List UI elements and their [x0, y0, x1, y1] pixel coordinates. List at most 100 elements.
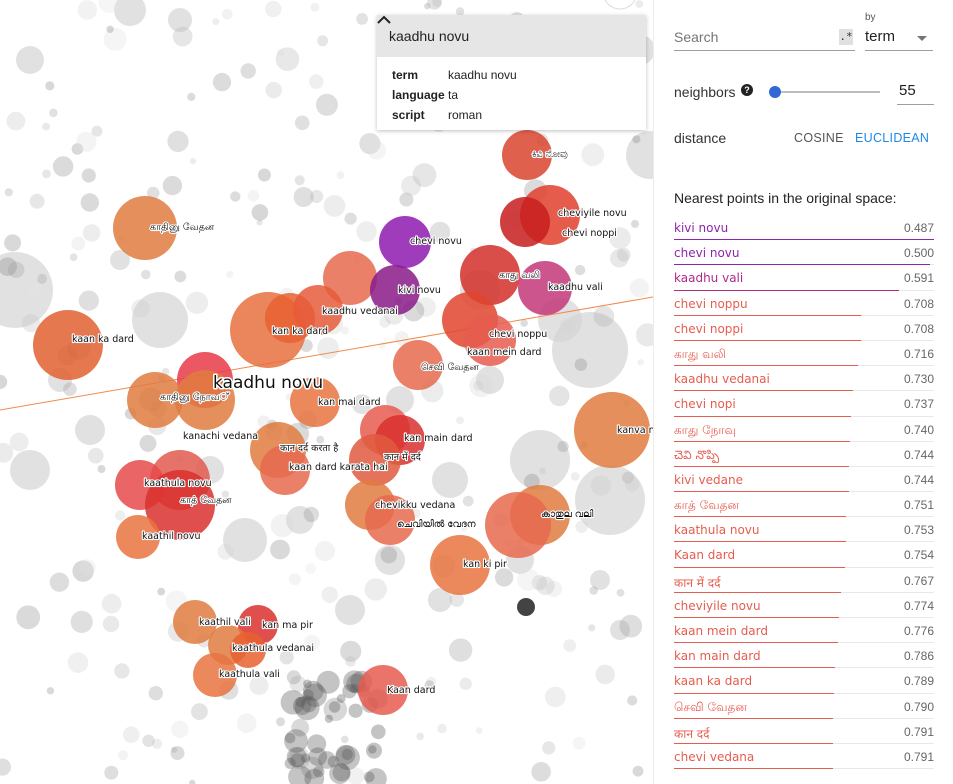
background-point[interactable]	[363, 771, 375, 783]
background-point[interactable]	[401, 175, 422, 196]
background-point[interactable]	[335, 744, 356, 765]
neighbor-row[interactable]: kaadhu vali 0.591	[674, 265, 934, 291]
background-point[interactable]	[581, 143, 605, 167]
neighbor-row[interactable]: kaan ka dard 0.789	[674, 668, 934, 694]
background-point[interactable]	[356, 13, 368, 25]
neighbor-row[interactable]: காது வலி 0.716	[674, 341, 934, 367]
background-point[interactable]	[157, 587, 166, 596]
background-point[interactable]	[115, 510, 126, 521]
neighbor-row[interactable]: chevi noppu 0.708	[674, 291, 934, 316]
background-point[interactable]	[318, 751, 336, 769]
background-point[interactable]	[416, 297, 436, 317]
background-point[interactable]	[284, 729, 308, 753]
point-info-header[interactable]: kaadhu novu	[377, 15, 646, 57]
neighbor-row[interactable]: kaathula novu 0.753	[674, 517, 934, 543]
background-point[interactable]	[456, 416, 464, 425]
background-point[interactable]	[75, 415, 105, 445]
background-point[interactable]	[247, 189, 260, 202]
background-point[interactable]	[542, 741, 556, 755]
background-point[interactable]	[559, 318, 573, 332]
background-point[interactable]	[265, 0, 282, 18]
background-point[interactable]	[171, 746, 178, 753]
background-point[interactable]	[589, 586, 598, 595]
background-point[interactable]	[81, 168, 96, 183]
neighbor-point[interactable]	[260, 445, 310, 495]
background-point[interactable]	[70, 610, 93, 634]
cosine-button[interactable]: COSINE	[794, 131, 844, 145]
background-point[interactable]	[26, 282, 41, 297]
background-point[interactable]	[16, 46, 44, 74]
background-point[interactable]	[288, 765, 312, 784]
background-point[interactable]	[517, 598, 535, 616]
background-point[interactable]	[429, 221, 451, 243]
slider-thumb[interactable]	[769, 86, 781, 98]
background-point[interactable]	[189, 779, 196, 784]
background-point[interactable]	[315, 93, 338, 116]
background-point[interactable]	[432, 462, 468, 498]
background-point[interactable]	[332, 763, 351, 782]
background-point[interactable]	[432, 0, 442, 8]
background-point[interactable]	[622, 471, 634, 484]
background-point[interactable]	[366, 742, 382, 759]
neighbor-point[interactable]	[500, 197, 550, 247]
regex-toggle-button[interactable]: .*	[839, 29, 853, 45]
background-point[interactable]	[336, 694, 346, 703]
background-point[interactable]	[327, 755, 340, 768]
background-point[interactable]	[627, 695, 638, 706]
background-point[interactable]	[42, 169, 51, 179]
background-point[interactable]	[321, 586, 338, 603]
background-point[interactable]	[359, 133, 381, 155]
background-point[interactable]	[424, 680, 435, 691]
projection-canvas[interactable]: ಕಿವಿ ನೋವು cheviyile novu chevi noppi காதினு…	[0, 0, 653, 784]
background-point[interactable]	[460, 524, 468, 532]
background-point[interactable]	[22, 314, 41, 333]
neighbor-row[interactable]: kan main dard 0.786	[674, 643, 934, 669]
background-point[interactable]	[310, 2, 320, 12]
background-point[interactable]	[324, 714, 333, 723]
background-point[interactable]	[27, 269, 40, 282]
background-point[interactable]	[276, 48, 285, 57]
background-point[interactable]	[170, 746, 185, 761]
background-point[interactable]	[572, 736, 586, 750]
background-point[interactable]	[340, 326, 349, 335]
background-point[interactable]	[619, 614, 643, 638]
background-point[interactable]	[292, 696, 312, 716]
background-point[interactable]	[520, 319, 528, 327]
background-point[interactable]	[317, 337, 339, 359]
background-point[interactable]	[345, 656, 356, 667]
background-point[interactable]	[139, 434, 157, 452]
background-point[interactable]	[49, 108, 58, 118]
background-point[interactable]	[303, 680, 324, 702]
background-point[interactable]	[185, 291, 209, 314]
background-point[interactable]	[368, 745, 377, 754]
neighbor-point[interactable]	[349, 434, 401, 486]
background-point[interactable]	[352, 394, 372, 414]
background-point[interactable]	[212, 72, 232, 92]
background-point[interactable]	[6, 111, 26, 131]
background-point[interactable]	[305, 563, 317, 574]
neighbor-point[interactable]	[290, 377, 340, 427]
background-point[interactable]	[356, 221, 377, 242]
background-point[interactable]	[0, 442, 14, 463]
background-point[interactable]	[557, 440, 569, 453]
background-point[interactable]	[52, 156, 74, 177]
background-point[interactable]	[148, 686, 163, 701]
neighbor-row[interactable]: chevi vedana 0.791	[674, 744, 934, 770]
background-point[interactable]	[590, 570, 610, 590]
background-point[interactable]	[295, 696, 306, 708]
background-point[interactable]	[307, 734, 327, 754]
background-point[interactable]	[609, 227, 631, 249]
background-point[interactable]	[539, 467, 546, 475]
background-point[interactable]	[171, 720, 189, 738]
background-point[interactable]	[36, 273, 48, 284]
background-point[interactable]	[102, 615, 120, 633]
background-point[interactable]	[123, 726, 140, 743]
background-point[interactable]	[294, 695, 320, 721]
background-point[interactable]	[379, 316, 391, 328]
background-point[interactable]	[172, 26, 193, 47]
background-point[interactable]	[531, 762, 551, 782]
background-point[interactable]	[616, 588, 625, 597]
background-point[interactable]	[288, 747, 311, 770]
background-point[interactable]	[77, 0, 98, 20]
background-point[interactable]	[342, 684, 357, 699]
